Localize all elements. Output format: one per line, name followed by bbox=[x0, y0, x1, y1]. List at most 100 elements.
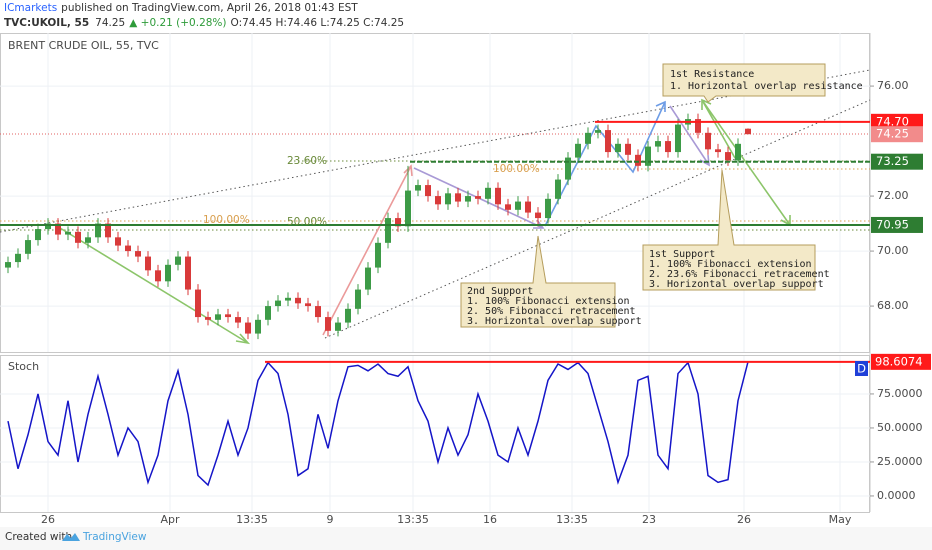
candle-body bbox=[5, 262, 11, 268]
level-tag bbox=[871, 153, 923, 170]
level-label: 74.70 bbox=[876, 114, 909, 128]
candle-body bbox=[245, 322, 251, 334]
candle-body bbox=[555, 179, 561, 199]
y-tick-label: 0.0000 bbox=[877, 489, 916, 502]
x-tick-label: May bbox=[829, 513, 852, 526]
candle-body bbox=[135, 251, 141, 257]
candle-body bbox=[695, 119, 701, 133]
candle-body bbox=[45, 223, 51, 230]
level-label: 73.25 bbox=[876, 154, 909, 168]
arrow bbox=[322, 165, 412, 336]
chart-title: BRENT CRUDE OIL, 55, TVC bbox=[8, 39, 159, 52]
publisher[interactable]: ICmarkets bbox=[4, 2, 57, 14]
x-tick-label: 26 bbox=[737, 513, 751, 526]
x-tick-label: 26 bbox=[41, 513, 55, 526]
callout bbox=[642, 169, 816, 291]
callout-text: 2. 50% Fibonacci retracement bbox=[467, 306, 636, 317]
level-label: 98.6074 bbox=[875, 354, 923, 368]
candle-body bbox=[75, 231, 81, 243]
candle-body bbox=[145, 256, 151, 271]
candle-body bbox=[675, 124, 681, 153]
candle-body bbox=[545, 198, 551, 219]
candle-body bbox=[225, 314, 231, 318]
candle-body bbox=[105, 223, 111, 238]
footer-brand[interactable]: TradingView bbox=[82, 531, 147, 543]
callout-text: 1st Resistance bbox=[670, 69, 754, 80]
candle-body bbox=[595, 130, 601, 133]
x-tick-label: 9 bbox=[327, 513, 334, 526]
candle-body bbox=[445, 193, 451, 205]
candle-body bbox=[735, 143, 741, 161]
x-tick-label: 16 bbox=[483, 513, 497, 526]
candle-body bbox=[495, 187, 501, 205]
published: published on TradingView.com, April 26, … bbox=[61, 2, 358, 14]
candle-body bbox=[215, 314, 221, 320]
candle-body bbox=[185, 256, 191, 290]
candle-body bbox=[455, 193, 461, 202]
logo bbox=[62, 533, 80, 541]
candle-body bbox=[605, 130, 611, 153]
candle-body bbox=[365, 267, 371, 290]
annotations: 1st Resistance 1. Horizontal overlap res… bbox=[460, 63, 863, 328]
level-tag bbox=[871, 353, 931, 370]
candle-body bbox=[625, 143, 631, 155]
stoch-title: Stoch bbox=[8, 360, 39, 373]
change: ▲ +0.21 (+0.28%) bbox=[129, 17, 226, 29]
y-tick-label: 75.0000 bbox=[877, 387, 923, 400]
candle-body bbox=[85, 237, 91, 243]
y-tick-label: 76.00 bbox=[877, 79, 909, 92]
candle-body bbox=[705, 132, 711, 150]
arrow bbox=[59, 227, 249, 344]
candle-body bbox=[615, 143, 621, 153]
fib-label: 100.00% bbox=[203, 214, 250, 226]
arrow-head bbox=[699, 154, 710, 167]
candle-body bbox=[285, 297, 291, 301]
candle-body bbox=[25, 240, 31, 254]
candle-body bbox=[55, 223, 61, 235]
y-tick-label: 72.00 bbox=[877, 189, 909, 202]
arrow bbox=[669, 105, 710, 166]
stoch-line bbox=[7, 361, 749, 487]
symbol: TVC:UKOIL, 55 bbox=[4, 17, 89, 29]
quote-line: TVC:UKOIL, 55 74.25 ▲ +0.21 (+0.28%) O:74.4… bbox=[4, 17, 404, 29]
x-tick-label: 13:35 bbox=[397, 513, 429, 526]
arrow-head bbox=[655, 100, 666, 112]
candle-body bbox=[665, 141, 671, 153]
candle-body bbox=[575, 143, 581, 158]
candle-body bbox=[205, 317, 211, 320]
arrow-head bbox=[235, 333, 251, 345]
callout-text: 3. Horizontal overlap support bbox=[649, 279, 824, 290]
candle-body bbox=[335, 322, 341, 331]
candle-body bbox=[95, 223, 101, 238]
level-tag bbox=[871, 126, 923, 143]
callout-text: 1st Support bbox=[649, 249, 715, 260]
candle-body bbox=[635, 154, 641, 166]
candle-body bbox=[355, 289, 361, 309]
candle-body bbox=[395, 218, 401, 227]
candle-body bbox=[165, 264, 171, 282]
candle-body bbox=[715, 149, 721, 153]
candle-body bbox=[515, 201, 521, 210]
ohlc: O:74.45 H:74.46 L:74.25 C:74.25 bbox=[231, 17, 405, 29]
x-tick-label: 23 bbox=[642, 513, 656, 526]
callout-text: 1. Horizontal overlap resistance bbox=[670, 81, 863, 92]
header-line: ICmarkets published on TradingView.com, A… bbox=[4, 2, 358, 14]
callout-text: 3. Horizontal overlap support bbox=[467, 316, 642, 327]
fib-label: 50.00% bbox=[287, 216, 327, 228]
level-label: 70.95 bbox=[876, 217, 909, 231]
level-tag bbox=[871, 216, 923, 233]
candle-body bbox=[425, 185, 431, 197]
last-price: 74.25 bbox=[95, 17, 125, 29]
candle-body bbox=[155, 270, 161, 282]
candle-body bbox=[475, 196, 481, 199]
candle-body bbox=[265, 306, 271, 320]
candle-body bbox=[645, 146, 651, 166]
fib-label: 23.60% bbox=[287, 155, 327, 167]
footer bbox=[0, 527, 932, 550]
callout bbox=[662, 63, 826, 103]
badge bbox=[855, 361, 868, 376]
arrow-head bbox=[701, 98, 712, 110]
channel-lower bbox=[324, 99, 871, 339]
callout-text: 2. 23.6% Fibonacci retracement bbox=[649, 269, 830, 280]
candle-body bbox=[35, 229, 41, 241]
